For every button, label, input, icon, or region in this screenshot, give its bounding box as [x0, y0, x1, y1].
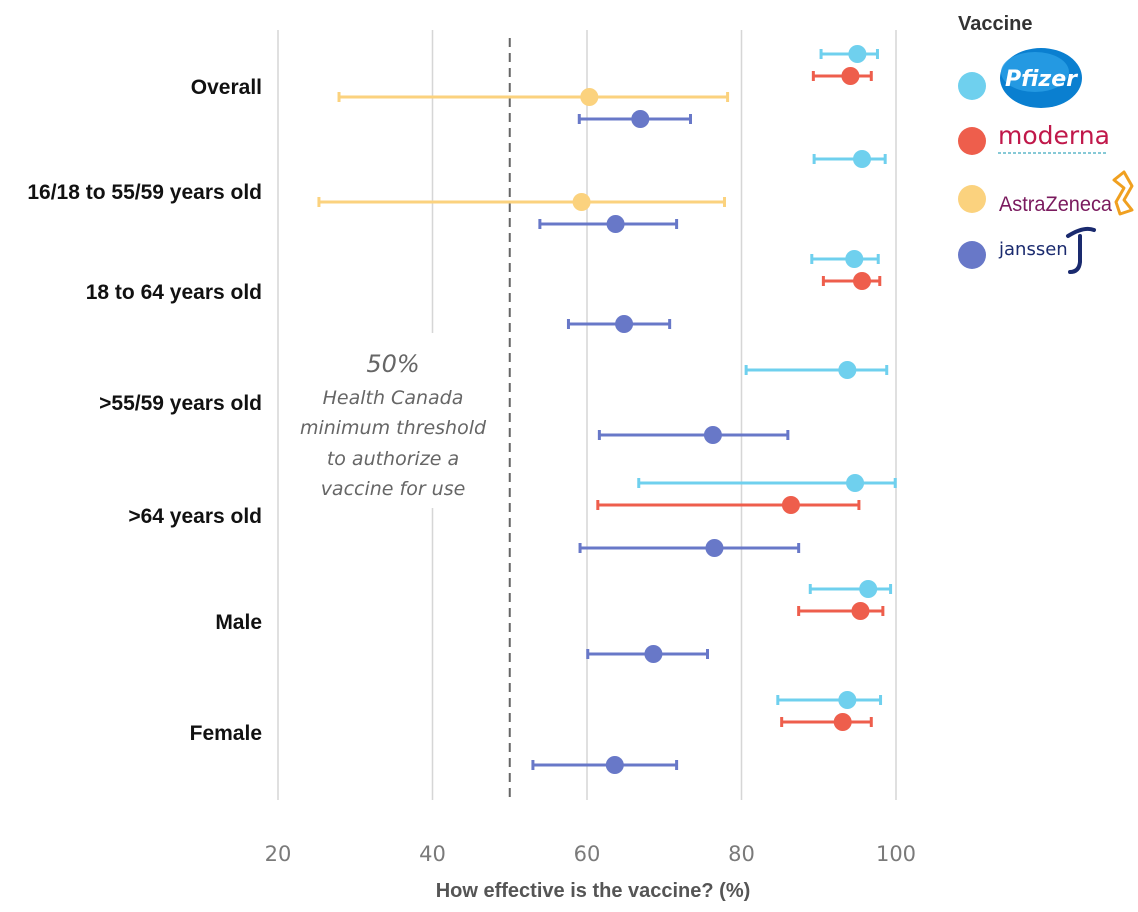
pfizer-logo: Pfizer [1000, 48, 1082, 108]
astrazeneca-logo-text: AstraZeneca [999, 193, 1112, 216]
pfizer-mark-overall [819, 45, 879, 63]
legend: Vaccine Pfizer moderna AstraZeneca janss… [958, 13, 1134, 274]
pfizer-mark-16-18-to-55-59-years-old [812, 150, 887, 168]
moderna-point-male [851, 602, 870, 620]
janssen-mark-16-18-to-55-59-years-old [538, 215, 679, 233]
threshold-annotation: 50% Health Canada minimum threshold to a… [287, 38, 511, 797]
janssen-point-64-years-old [705, 539, 724, 557]
moderna-point-female [833, 713, 852, 731]
astrazeneca-point-overall [580, 88, 599, 106]
moderna-logo: moderna [998, 121, 1110, 154]
janssen-point-18-to-64-years-old [615, 315, 634, 333]
threshold-text-line-2: minimum threshold [300, 417, 487, 439]
x-axis-title: How effective is the vaccine? (%) [436, 880, 751, 902]
category-label-male: Male [215, 611, 262, 634]
astrazeneca-point-16-18-to-55-59-years-old [572, 193, 591, 211]
pfizer-point-64-years-old [846, 474, 865, 492]
legend-swatch-astrazeneca [958, 185, 986, 213]
category-label-female: Female [190, 722, 262, 745]
category-label-16-18-to-55-59-years-old: 16/18 to 55/59 years old [27, 181, 262, 204]
pfizer-mark-male [808, 580, 893, 598]
moderna-mark-18-to-64-years-old [821, 272, 882, 290]
moderna-point-18-to-64-years-old [853, 272, 872, 290]
legend-swatch-janssen [958, 241, 986, 269]
janssen-mark-55-59-years-old [597, 426, 790, 444]
janssen-logo: janssen [998, 226, 1096, 274]
threshold-text-line-4: vaccine for use [321, 478, 466, 500]
category-label-18-to-64-years-old: 18 to 64 years old [86, 281, 262, 304]
moderna-point-64-years-old [781, 496, 800, 514]
category-label-64-years-old: >64 years old [128, 505, 262, 528]
janssen-mark-overall [577, 110, 693, 128]
data-marks [317, 45, 897, 774]
pfizer-mark-64-years-old [637, 474, 897, 492]
janssen-mark-18-to-64-years-old [566, 315, 672, 333]
x-tick-label-100: 100 [876, 842, 916, 866]
astrazeneca-mark-16-18-to-55-59-years-old [317, 193, 727, 211]
x-tick-label-40: 40 [419, 842, 446, 866]
moderna-mark-female [780, 713, 873, 731]
janssen-mark-male [586, 645, 710, 663]
astrazeneca-mark-overall [337, 88, 730, 106]
janssen-logo-text: janssen [998, 239, 1068, 260]
moderna-mark-64-years-old [596, 496, 861, 514]
category-label-overall: Overall [191, 76, 262, 99]
threshold-value-label: 50% [366, 350, 419, 378]
pfizer-point-overall [848, 45, 867, 63]
pfizer-mark-55-59-years-old [744, 361, 889, 379]
x-axis-ticks: 20 40 60 80 100 [265, 842, 916, 866]
pfizer-point-male [859, 580, 878, 598]
threshold-text-background [287, 333, 499, 508]
janssen-point-16-18-to-55-59-years-old [606, 215, 625, 233]
pfizer-point-55-59-years-old [838, 361, 857, 379]
pfizer-point-female [838, 691, 857, 709]
janssen-point-female [605, 756, 624, 774]
janssen-mark-64-years-old [578, 539, 801, 557]
moderna-mark-male [797, 602, 885, 620]
category-labels: Overall 16/18 to 55/59 years old 18 to 64 … [27, 76, 262, 745]
moderna-logo-text: moderna [998, 121, 1110, 150]
x-tick-label-20: 20 [265, 842, 292, 866]
janssen-mark-female [531, 756, 679, 774]
pfizer-logo-text: Pfizer [1005, 67, 1078, 92]
grid-layer [277, 30, 897, 800]
janssen-point-55-59-years-old [703, 426, 722, 444]
pfizer-point-16-18-to-55-59-years-old [853, 150, 872, 168]
astrazeneca-logo: AstraZeneca [999, 170, 1134, 216]
pfizer-point-18-to-64-years-old [845, 250, 864, 268]
janssen-point-overall [631, 110, 650, 128]
category-label-55-59-years-old: >55/59 years old [99, 392, 262, 415]
legend-title: Vaccine [958, 13, 1033, 35]
pfizer-mark-female [776, 691, 883, 709]
x-tick-label-60: 60 [574, 842, 601, 866]
janssen-point-male [644, 645, 663, 663]
legend-swatch-pfizer [958, 72, 986, 100]
moderna-mark-overall [811, 67, 873, 85]
legend-swatch-moderna [958, 127, 986, 155]
threshold-text-line-1: Health Canada [323, 387, 464, 409]
x-tick-label-80: 80 [728, 842, 755, 866]
pfizer-mark-18-to-64-years-old [810, 250, 880, 268]
threshold-text-line-3: to authorize a [327, 448, 459, 470]
moderna-point-overall [841, 67, 860, 85]
